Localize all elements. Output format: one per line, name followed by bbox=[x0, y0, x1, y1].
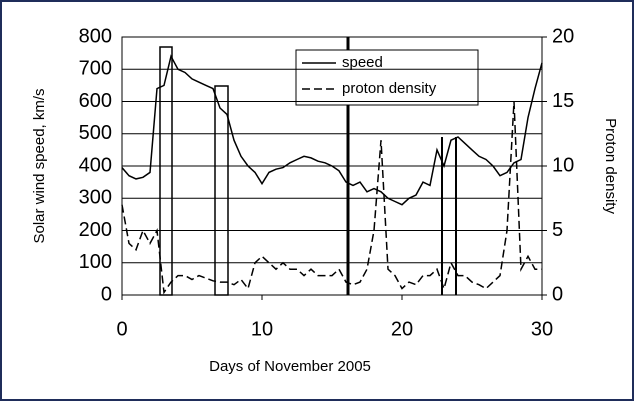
y2-tick-label: 10 bbox=[552, 154, 574, 176]
y2-tick-label: 0 bbox=[552, 283, 563, 305]
x-axis-label: Days of November 2005 bbox=[209, 358, 371, 375]
series-line bbox=[121, 54, 543, 206]
x-tick-label: 0 bbox=[116, 318, 127, 340]
y-tick-label: 500 bbox=[79, 122, 112, 144]
y2-axis-label: Proton density bbox=[602, 118, 619, 214]
y2-tick-label: 5 bbox=[552, 219, 563, 241]
y-tick-label: 300 bbox=[79, 187, 112, 209]
y2-tick-label: 20 bbox=[552, 25, 574, 47]
y-axis-label: Solar wind speed, km/s bbox=[31, 88, 48, 243]
legend-label: proton density bbox=[342, 80, 437, 97]
legend bbox=[295, 49, 479, 106]
x-tick-label: 10 bbox=[251, 318, 273, 340]
y-tick-label: 800 bbox=[79, 25, 112, 47]
y-tick-label: 600 bbox=[79, 90, 112, 112]
y-tick-label: 200 bbox=[79, 219, 112, 241]
y-tick-label: 0 bbox=[101, 283, 112, 305]
legend-label: speed bbox=[342, 54, 383, 71]
y2-tick-label: 15 bbox=[552, 90, 574, 112]
series-line bbox=[121, 101, 542, 295]
x-tick-label: 30 bbox=[531, 318, 553, 340]
x-tick-label: 20 bbox=[391, 318, 413, 340]
y-tick-label: 100 bbox=[79, 251, 112, 273]
y-tick-label: 400 bbox=[79, 154, 112, 176]
y-tick-label: 700 bbox=[79, 58, 112, 80]
